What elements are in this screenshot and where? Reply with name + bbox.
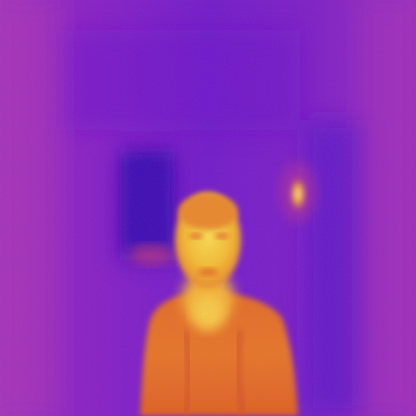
thermal-scene [0, 0, 416, 416]
thermal-image [0, 0, 416, 416]
sensor-noise [0, 0, 416, 416]
